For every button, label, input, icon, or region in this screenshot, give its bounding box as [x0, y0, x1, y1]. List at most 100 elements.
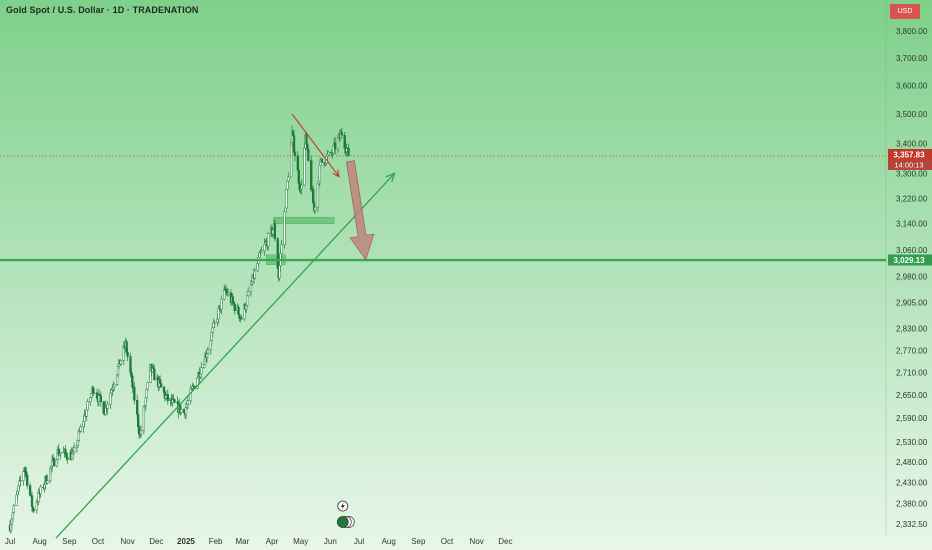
x-tick-label: Jun [324, 537, 337, 546]
x-tick-label: Jul [354, 537, 364, 546]
y-tick-label: 2,430.00 [896, 479, 928, 488]
falling-wedge-arrowhead [332, 169, 340, 178]
y-tick-label: 2,530.00 [896, 438, 928, 447]
candle-body [19, 480, 22, 482]
candle-body [159, 383, 163, 388]
candle-body [126, 352, 129, 357]
candle-body [180, 409, 183, 413]
candle-body [226, 292, 230, 295]
y-tick-label: 3,220.00 [896, 194, 928, 203]
candle-body [283, 211, 286, 246]
candle-body [303, 147, 306, 186]
candle-body [46, 480, 49, 484]
candle-body [306, 144, 309, 150]
rising-trendline [55, 173, 395, 539]
current-price-label: 3,357.83 [893, 150, 925, 159]
y-tick-label: 3,800.00 [896, 27, 928, 36]
y-tick-label: 2,650.00 [896, 391, 928, 400]
candle-body [12, 505, 15, 513]
candle-body [347, 147, 350, 157]
candle-body [102, 401, 105, 414]
candle-body [287, 176, 290, 182]
candle-body [139, 430, 143, 435]
candle-body [93, 392, 96, 394]
candle-body [246, 291, 250, 297]
candle-body [202, 364, 206, 368]
candle-body [237, 307, 240, 316]
candle-body [271, 229, 275, 235]
y-tick-label: 2,905.00 [896, 298, 928, 307]
currency-button[interactable]: USD [890, 4, 920, 19]
candle-body [136, 400, 139, 415]
x-tick-label: Sep [62, 537, 77, 546]
candle-body [246, 295, 249, 306]
candle-body [293, 151, 297, 157]
candle-body [189, 388, 192, 401]
falling-wedge-line [291, 113, 340, 177]
current-price-label-bg [888, 148, 932, 160]
x-tick-label: 2025 [177, 537, 195, 546]
candle-body [146, 382, 149, 390]
candles-group [8, 125, 350, 534]
y-tick-label: 3,400.00 [896, 139, 928, 148]
x-tick-label: Aug [33, 537, 47, 546]
candle-body [320, 158, 323, 163]
x-tick-label: Mar [235, 537, 249, 546]
x-tick-label: Nov [121, 537, 135, 546]
candle-body [333, 142, 337, 150]
candle-body [173, 399, 176, 403]
candle-body [307, 148, 310, 161]
candle-body [253, 270, 256, 279]
candle-body [153, 368, 156, 381]
countdown-label-bg [888, 159, 932, 170]
x-tick-label: Dec [498, 537, 512, 546]
y-tick-label: 2,590.00 [896, 414, 928, 423]
candle-body [273, 223, 277, 240]
candle-body [59, 452, 62, 455]
y-tick-label: 3,700.00 [896, 54, 928, 63]
candle-body [109, 392, 112, 405]
candle-body [310, 160, 313, 191]
y-tick-label: 2,710.00 [896, 368, 928, 377]
candle-body [313, 206, 317, 211]
candle-body [220, 298, 223, 310]
candle-body [233, 303, 236, 311]
x-tick-label: May [293, 537, 308, 546]
rising-trendline-arrowhead [385, 172, 396, 183]
candle-body [200, 367, 203, 375]
x-tick-label: Feb [209, 537, 223, 546]
candle-body [66, 457, 69, 460]
projection-arrow [346, 160, 375, 261]
candle-body [26, 474, 29, 486]
countdown-label: 14:00:13 [894, 160, 923, 169]
candle-body [119, 360, 123, 365]
candle-body [39, 486, 42, 495]
demand-zone [273, 217, 335, 224]
candle-body [340, 132, 343, 136]
x-tick-label: Apr [266, 537, 279, 546]
y-tick-label: 2,480.00 [896, 458, 928, 467]
candle-body [52, 458, 56, 467]
candle-body [30, 495, 34, 508]
y-tick-label: 3,500.00 [896, 110, 928, 119]
coin-event-icon [336, 516, 349, 528]
x-tick-label: Aug [382, 537, 396, 546]
x-tick-label: Dec [149, 537, 163, 546]
candle-body [300, 184, 303, 190]
candle-body [213, 322, 216, 324]
candle-body [79, 426, 82, 432]
lightning-glyph [340, 502, 345, 510]
candle-body [267, 233, 270, 247]
candle-body [142, 406, 146, 431]
candle-body [260, 250, 263, 253]
candle-body [86, 401, 89, 411]
candle-body [133, 386, 136, 401]
candle-body [32, 509, 36, 511]
candle-body [280, 244, 283, 254]
candle-body [166, 394, 169, 401]
candle-body [186, 400, 190, 405]
support-label: 3,029.13 [893, 256, 925, 265]
